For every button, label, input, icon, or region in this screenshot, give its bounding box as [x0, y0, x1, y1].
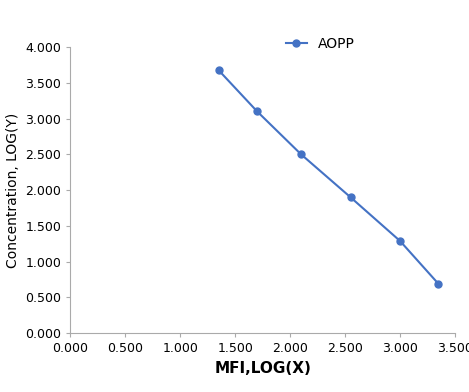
X-axis label: MFI,LOG(X): MFI,LOG(X) [214, 361, 311, 376]
Line: AOPP: AOPP [215, 67, 442, 287]
Legend: AOPP: AOPP [280, 31, 360, 56]
AOPP [216, 68, 221, 73]
AOPP [298, 152, 304, 157]
AOPP [254, 109, 260, 114]
AOPP [436, 281, 441, 286]
Y-axis label: Concentration, LOG(Y): Concentration, LOG(Y) [6, 113, 20, 268]
AOPP [348, 195, 353, 200]
AOPP [397, 239, 403, 243]
